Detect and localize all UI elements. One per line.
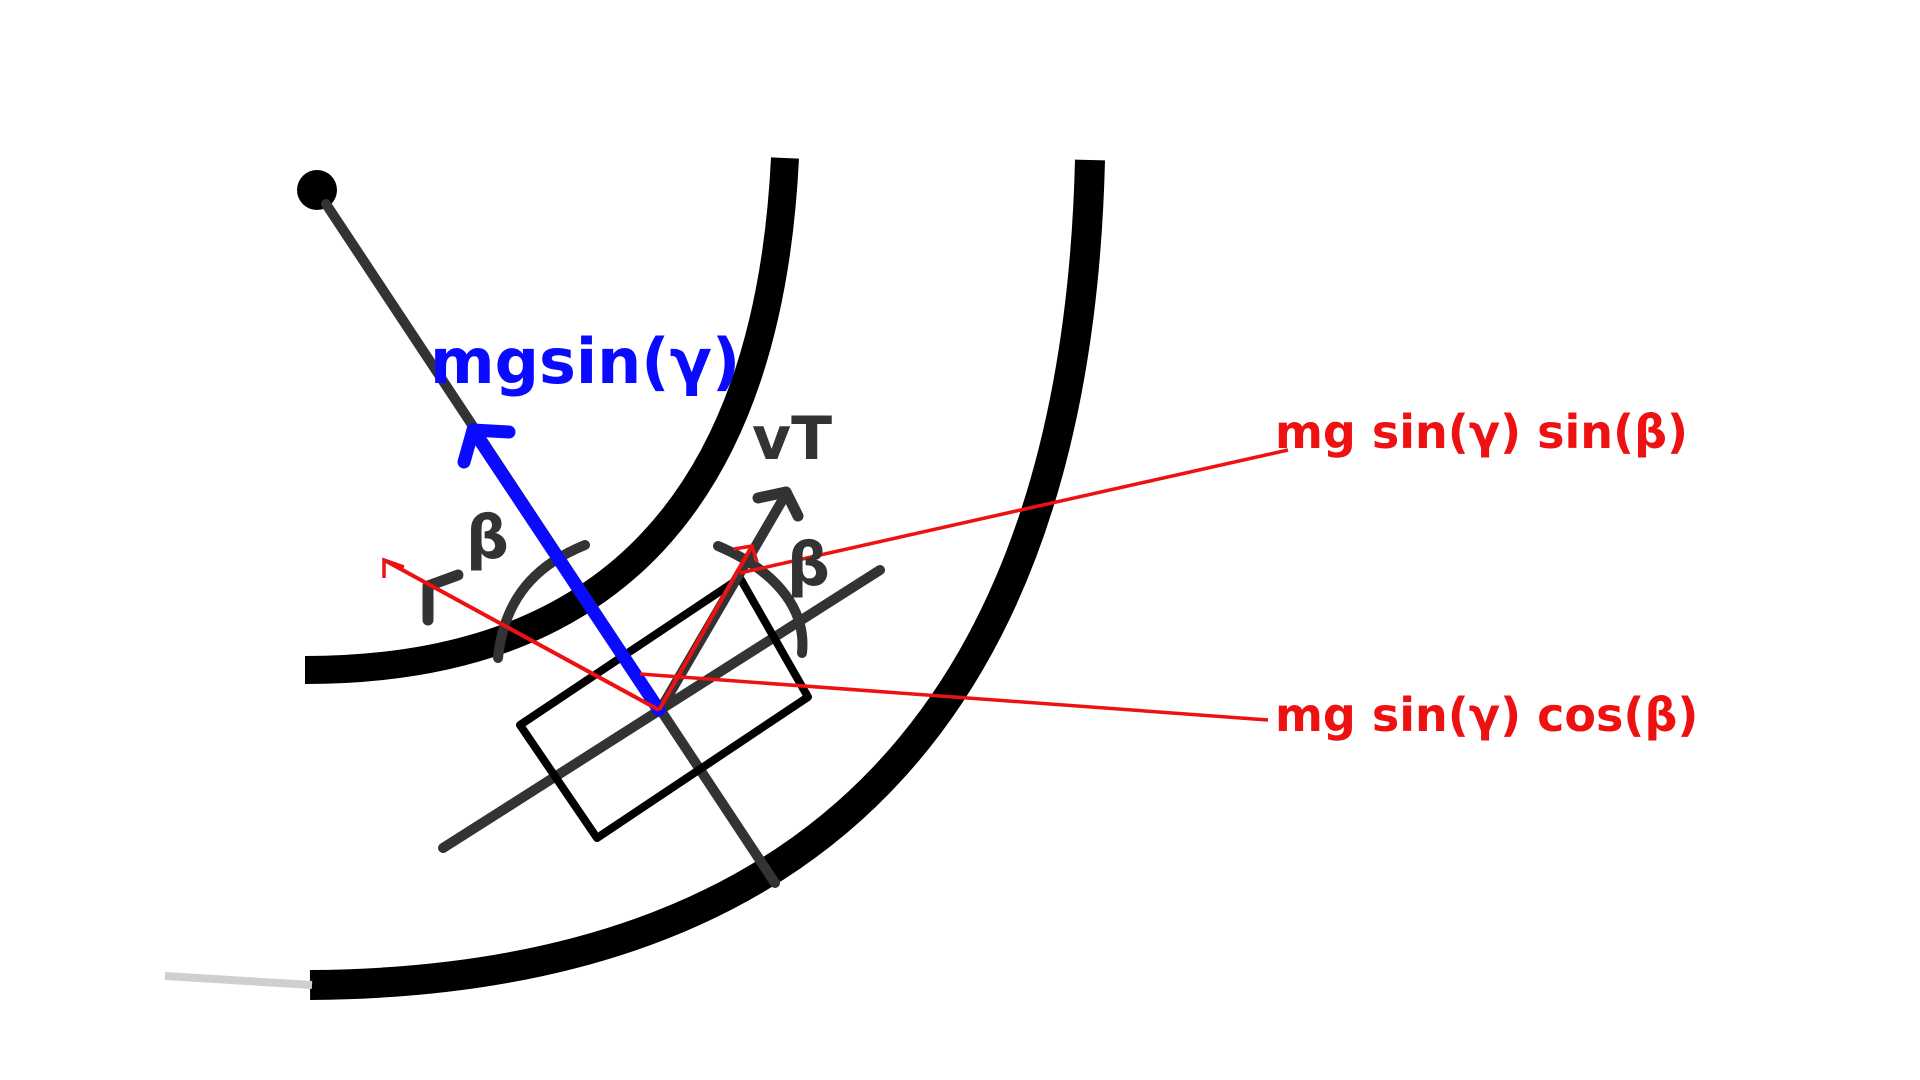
red-cos-label: mg sin(γ) cos(β) bbox=[1275, 688, 1698, 742]
blue-force-label: mgsin(γ) bbox=[430, 325, 740, 398]
red-cos-arrowhead bbox=[382, 557, 405, 578]
blue-force-arrow-shaft bbox=[466, 423, 666, 717]
red-sin-label: mg sin(γ) sin(β) bbox=[1275, 405, 1688, 459]
block-rectangle bbox=[516, 574, 812, 842]
outer-track-arc bbox=[309, 159, 1105, 1000]
red-sin-leader-line bbox=[739, 448, 1289, 575]
outer-track-arc-fade bbox=[164, 972, 313, 989]
beta-label-left: β bbox=[466, 503, 509, 573]
red-cos-leader-line bbox=[639, 672, 1269, 722]
velocity-arrowhead bbox=[752, 486, 804, 522]
beta-label-right: β bbox=[787, 530, 830, 600]
red-sin-component-arrow bbox=[657, 545, 754, 711]
beta-arc-left bbox=[493, 540, 590, 663]
velocity-label: vT bbox=[752, 404, 832, 474]
inner-track-arc bbox=[304, 157, 799, 684]
red-sin-arrowhead bbox=[733, 544, 759, 563]
red-cos-component-arrow bbox=[385, 559, 660, 712]
beta-arc-right bbox=[713, 541, 808, 658]
blue-force-arrowhead bbox=[457, 423, 516, 469]
